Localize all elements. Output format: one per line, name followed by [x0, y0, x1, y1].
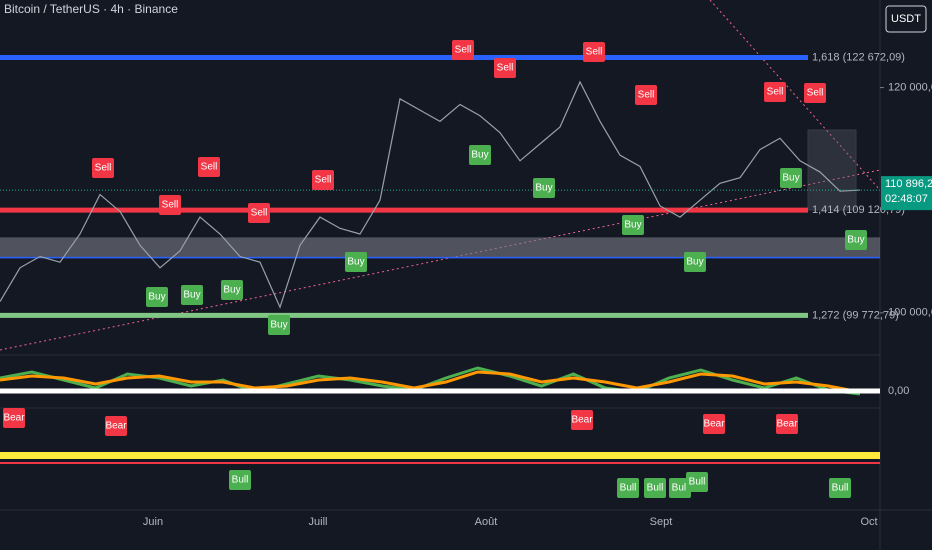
- bear-signal: [571, 410, 593, 430]
- buy-signal-label: Buy: [847, 235, 864, 246]
- bull-signal-label: Bull: [672, 483, 689, 494]
- bear-signal: [703, 414, 725, 434]
- buy-signal: [684, 252, 706, 272]
- sell-signal-label: Sell: [638, 90, 655, 101]
- buy-signal-label: Buy: [471, 150, 488, 161]
- bear-signal-label: Bear: [3, 413, 25, 424]
- bull-signal: [686, 472, 708, 492]
- bear-signal: [776, 414, 798, 434]
- zero-label: 0,00: [888, 385, 909, 397]
- bull-signal: [229, 470, 251, 490]
- x-tick-label: Août: [475, 516, 498, 528]
- bull-signal-label: Bull: [689, 477, 706, 488]
- buy-signal: [345, 252, 367, 272]
- bull-signal-label: Bull: [647, 483, 664, 494]
- buy-signal: [469, 145, 491, 165]
- sell-signal: [804, 83, 826, 103]
- sell-signal-label: Sell: [586, 47, 603, 58]
- sell-signal-label: Sell: [201, 162, 218, 173]
- x-tick-label: Sept: [650, 516, 673, 528]
- sell-signal: [248, 203, 270, 223]
- sell-signal-label: Sell: [251, 208, 268, 219]
- buy-signal-label: Buy: [686, 257, 703, 268]
- bull-signal: [829, 478, 851, 498]
- bear-signal: [3, 408, 25, 428]
- buy-signal-label: Buy: [535, 183, 552, 194]
- sell-signal-label: Sell: [807, 88, 824, 99]
- sell-signal: [198, 157, 220, 177]
- buy-signal: [533, 178, 555, 198]
- bear-signal-label: Bear: [105, 421, 127, 432]
- buy-signal-label: Buy: [148, 292, 165, 303]
- x-tick-label: Juin: [143, 516, 163, 528]
- buy-signal-label: Buy: [223, 285, 240, 296]
- sell-signal-label: Sell: [95, 163, 112, 174]
- sell-signal-label: Sell: [767, 87, 784, 98]
- countdown-label: 02:48:07: [885, 193, 928, 205]
- fib-level-label: 1,272 (99 772,79): [812, 309, 899, 321]
- signal-band: [0, 452, 880, 459]
- sell-signal-label: Sell: [315, 175, 332, 186]
- sell-signal: [312, 170, 334, 190]
- y-tick-label: 120 000,00: [888, 81, 932, 93]
- buy-signal-label: Buy: [624, 220, 641, 231]
- sell-signal: [159, 195, 181, 215]
- buy-signal: [622, 215, 644, 235]
- sell-signal: [92, 158, 114, 178]
- buy-signal: [780, 168, 802, 188]
- y-tick-label: 100 000,00: [888, 307, 932, 319]
- currency-button[interactable]: [885, 5, 927, 33]
- bull-signal: [644, 478, 666, 498]
- last-price-label: 110 896,23: [885, 178, 932, 190]
- x-tick-label: Juill: [309, 516, 328, 528]
- price-line: [0, 80, 861, 309]
- sell-signal: [494, 58, 516, 78]
- buy-signal: [146, 287, 168, 307]
- zone: [0, 237, 880, 258]
- sell-signal: [635, 85, 657, 105]
- x-tick-label: Oct: [860, 516, 877, 528]
- bear-signal: [105, 416, 127, 436]
- bear-signal-label: Bear: [703, 419, 725, 430]
- bull-signal-label: Bull: [620, 483, 637, 494]
- buy-signal: [221, 280, 243, 300]
- bear-signal-label: Bear: [571, 415, 593, 426]
- oscillator-line: [0, 370, 861, 394]
- buy-signal-label: Buy: [347, 257, 364, 268]
- sell-signal: [583, 42, 605, 62]
- buy-signal: [181, 285, 203, 305]
- bear-signal-label: Bear: [776, 419, 798, 430]
- bull-signal-label: Bull: [832, 483, 849, 494]
- bull-signal: [669, 478, 691, 498]
- sell-signal-label: Sell: [455, 45, 472, 56]
- sell-signal: [764, 82, 786, 102]
- last-price-tag: [881, 176, 932, 211]
- buy-signal: [845, 230, 867, 250]
- symbol-title: Bitcoin / TetherUS · 4h · Binance: [4, 2, 178, 16]
- buy-signal-label: Buy: [183, 290, 200, 301]
- bull-signal: [617, 478, 639, 498]
- sell-signal-label: Sell: [162, 200, 179, 211]
- currency-label[interactable]: USDT: [891, 13, 921, 25]
- sell-signal-label: Sell: [497, 63, 514, 74]
- buy-signal-label: Buy: [782, 173, 799, 184]
- sell-signal: [452, 40, 474, 60]
- buy-signal: [268, 315, 290, 335]
- fib-level-label: 1,618 (122 672,09): [812, 51, 905, 63]
- bull-signal-label: Bull: [232, 475, 249, 486]
- buy-signal-label: Buy: [270, 320, 287, 331]
